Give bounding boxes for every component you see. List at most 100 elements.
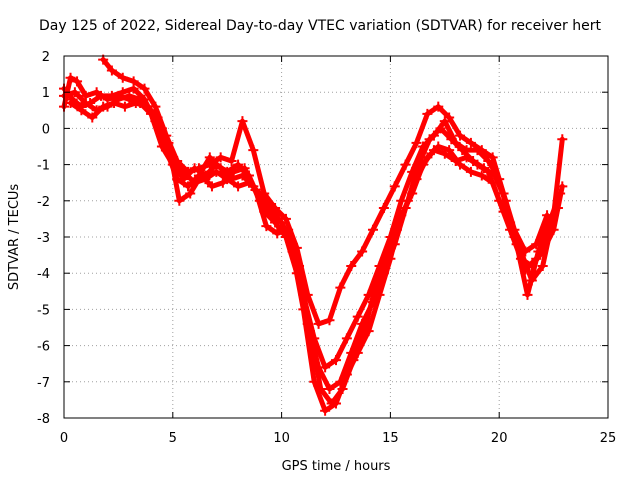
data-point-marker [378, 203, 389, 214]
data-point-marker [95, 90, 106, 101]
data-point-marker [433, 101, 444, 112]
data-point-marker [520, 246, 531, 257]
data-point-marker [346, 260, 357, 271]
ticks: 0 5 10 15 20 25 -8 -7 -6 -5 -4 -3 -2 -1 0 1 2 [37, 50, 616, 446]
data-point-marker [324, 315, 335, 326]
data-point-marker [65, 72, 76, 83]
data-point-marker [331, 355, 341, 366]
x-tick-label: 15 [382, 431, 399, 446]
data-point-marker [206, 181, 217, 192]
data-point-marker [130, 98, 141, 109]
data-point-marker [446, 134, 457, 145]
y-tick-label: -3 [37, 231, 50, 246]
data-point-marker [72, 76, 83, 87]
data-point-marker [141, 101, 152, 112]
data-point-marker [468, 155, 479, 166]
data-point-marker [183, 181, 194, 192]
data-point-marker [65, 98, 76, 109]
data-point-marker [465, 137, 476, 148]
data-point-marker [557, 134, 568, 145]
data-point-marker [522, 289, 533, 300]
data-point-marker [185, 188, 196, 199]
y-axis-label: SDTVAR / TECUs [7, 184, 22, 291]
data-point-marker [455, 130, 466, 141]
data-point-marker [400, 159, 411, 170]
y-tick-label: -6 [37, 340, 50, 355]
data-point-marker [193, 163, 204, 174]
data-point-marker [391, 224, 402, 235]
data-point-marker [233, 181, 244, 192]
data-point-marker [250, 184, 261, 195]
data-point-marker [337, 384, 348, 395]
data-point-marker [124, 90, 135, 101]
data-point-marker [320, 405, 331, 416]
data-point-marker [359, 326, 370, 337]
data-point-marker [150, 101, 161, 112]
data-point-marker [324, 384, 335, 395]
data-point-marker [315, 384, 326, 395]
data-point-marker [487, 152, 498, 163]
data-point-marker [389, 181, 400, 192]
data-point-marker [537, 260, 548, 271]
data-point-marker [80, 98, 91, 109]
data-point-marker [98, 101, 109, 112]
data-point-marker [320, 362, 331, 373]
x-tick-label: 0 [60, 431, 68, 446]
data-point-marker [422, 108, 433, 119]
data-point-marker [280, 213, 291, 224]
data-point-marker [117, 72, 128, 83]
data-point-marker [228, 166, 239, 177]
series-layer [59, 54, 568, 416]
data-point-marker [215, 152, 226, 163]
data-point-marker [261, 221, 272, 232]
data-point-marker [424, 134, 435, 145]
data-point-marker [402, 195, 413, 206]
x-tick-label: 5 [169, 431, 177, 446]
data-point-marker [476, 170, 487, 181]
data-point-marker [163, 137, 174, 148]
y-tick-label: -8 [37, 412, 50, 427]
data-point-marker [174, 195, 185, 206]
data-point-marker [352, 311, 363, 322]
y-tick-label: -4 [37, 267, 50, 282]
data-point-marker [226, 155, 237, 166]
data-point-marker [435, 123, 446, 134]
x-axis-label: GPS time / hours [282, 459, 391, 474]
data-point-marker [294, 260, 305, 271]
data-point-marker [411, 137, 422, 148]
data-point-marker [544, 217, 555, 228]
x-tick-label: 10 [273, 431, 290, 446]
data-point-marker [444, 145, 455, 156]
data-point-marker [87, 112, 98, 123]
data-point-marker [204, 159, 215, 170]
series-track-5 [65, 98, 566, 409]
series-line [68, 100, 563, 407]
data-point-marker [211, 166, 222, 177]
data-point-marker [272, 228, 283, 239]
data-point-marker [283, 224, 294, 235]
data-point-marker [109, 98, 120, 109]
data-point-marker [313, 318, 324, 329]
data-point-marker [533, 246, 544, 257]
data-point-marker [106, 65, 117, 76]
x-tick-label: 25 [600, 431, 617, 446]
data-point-marker [413, 159, 424, 170]
y-tick-label: 0 [42, 122, 50, 137]
data-point-marker [335, 282, 346, 293]
y-tick-label: -5 [37, 303, 50, 318]
data-point-marker [357, 246, 368, 257]
data-point-marker [139, 83, 150, 94]
data-point-marker [239, 163, 250, 174]
series-line [100, 57, 550, 327]
y-tick-label: -7 [37, 376, 50, 391]
data-point-marker [455, 159, 466, 170]
data-point-marker [465, 166, 476, 177]
data-point-marker [248, 145, 259, 156]
data-point-marker [457, 145, 468, 156]
y-tick-label: 1 [42, 86, 50, 101]
data-point-marker [304, 326, 315, 337]
data-point-marker [259, 188, 270, 199]
data-point-marker [500, 195, 511, 206]
y-tick-label: -2 [37, 195, 50, 210]
